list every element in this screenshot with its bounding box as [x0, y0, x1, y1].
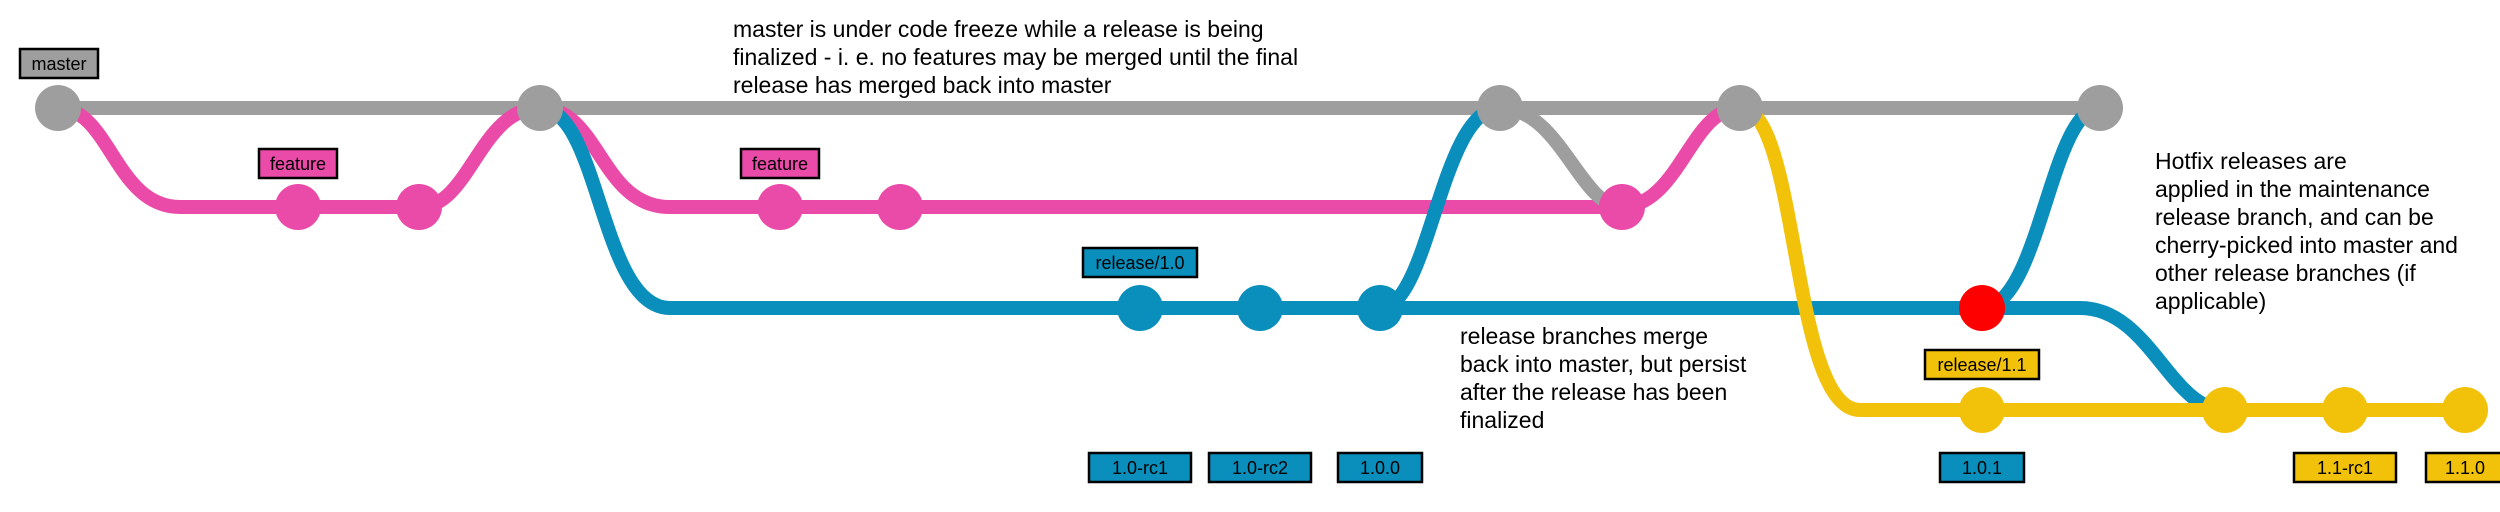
feature-branch-tag-2: feature — [739, 147, 821, 180]
master-to-feature-merge-line — [1493, 101, 1629, 214]
release11-commit-2 — [2202, 387, 2248, 433]
master-commit-3 — [1477, 85, 1523, 131]
master-branch-tag-text: master — [31, 54, 86, 74]
hotfix-note-line-3: release branch, and can be — [2155, 204, 2434, 230]
tag-labels: master feature feature release/1.0 relea… — [18, 47, 2500, 484]
version-tag-1-1-0: 1.1.0 — [2424, 451, 2500, 484]
release-1-0-branch-tag: release/1.0 — [1081, 246, 1199, 279]
release-1-1-branch-tag-text: release/1.1 — [1937, 355, 2026, 375]
version-tag-1-0-1-text: 1.0.1 — [1962, 458, 2002, 478]
version-tag-1-0-rc1-text: 1.0-rc1 — [1112, 458, 1168, 478]
feature-commit-4 — [877, 184, 923, 230]
version-tag-1-0-rc2-text: 1.0-rc2 — [1232, 458, 1288, 478]
freeze-note-line-2: finalized - i. e. no features may be mer… — [733, 44, 1298, 70]
release-1-0-branch-line — [533, 101, 2232, 417]
release-merge-note-line-4: finalized — [1460, 407, 1544, 433]
annotations: master is under code freeze while a rele… — [733, 16, 2464, 433]
freeze-note-line-3: release has merged back into master — [733, 72, 1112, 98]
feature-commit-1 — [275, 184, 321, 230]
commits — [35, 85, 2488, 433]
release11-commit-1 — [1959, 387, 2005, 433]
version-tag-1-0-0-text: 1.0.0 — [1360, 458, 1400, 478]
feature-branch-tag-1-text: feature — [270, 154, 326, 174]
version-tag-1-0-0: 1.0.0 — [1336, 451, 1424, 484]
hotfix-note-line-5: other release branches (if — [2155, 260, 2416, 286]
release-commit-rc1 — [1117, 285, 1163, 331]
feature-branch-tag-1: feature — [257, 147, 339, 180]
version-tag-1-1-rc1: 1.1-rc1 — [2292, 451, 2398, 484]
master-commit-1 — [35, 85, 81, 131]
freeze-note-line-1: master is under code freeze while a rele… — [733, 16, 1264, 42]
master-commit-4 — [1717, 85, 1763, 131]
version-tag-1-0-rc2: 1.0-rc2 — [1207, 451, 1313, 484]
version-tag-1-0-rc1: 1.0-rc1 — [1087, 451, 1193, 484]
hotfix-merge-line — [1975, 101, 2107, 315]
release-merge-note-line-1: release branches merge — [1460, 323, 1708, 349]
version-tag-1-0-1: 1.0.1 — [1938, 451, 2026, 484]
version-tag-1-1-rc1-text: 1.1-rc1 — [2317, 458, 2373, 478]
release-merge-note-line-3: after the release has been — [1460, 379, 1727, 405]
master-commit-2 — [517, 85, 563, 131]
release11-commit-1-1-0 — [2442, 387, 2488, 433]
hotfix-note-line-2: applied in the maintenance — [2155, 176, 2430, 202]
version-tag-1-1-0-text: 1.1.0 — [2445, 458, 2485, 478]
release-1-0-branch-tag-text: release/1.0 — [1095, 253, 1184, 273]
branch-lines — [51, 101, 2472, 417]
hotfix-commit-1-0-1 — [1959, 285, 2005, 331]
feature-branch-2-line — [533, 101, 1747, 214]
release11-commit-rc1 — [2322, 387, 2368, 433]
feature-commit-3 — [757, 184, 803, 230]
release-commit-1-0-0 — [1357, 285, 1403, 331]
release-1-1-branch-tag: release/1.1 — [1923, 348, 2041, 381]
hotfix-note-line-4: cherry-picked into master and — [2155, 232, 2458, 258]
freeze-note: master is under code freeze while a rele… — [733, 16, 1304, 98]
master-commit-5 — [2077, 85, 2123, 131]
hotfix-note: Hotfix releases are applied in the maint… — [2155, 148, 2464, 314]
release-1-1-branch-line — [1733, 101, 2472, 417]
feature-branch-tag-2-text: feature — [752, 154, 808, 174]
release-merge-note-line-2: back into master, but persist — [1460, 351, 1747, 377]
feature-commit-2 — [396, 184, 442, 230]
master-branch-tag: master — [18, 47, 100, 80]
hotfix-note-line-6: applicable) — [2155, 288, 2266, 314]
feature-commit-5 — [1599, 184, 1645, 230]
release-merge-note: release branches merge back into master,… — [1460, 323, 1753, 433]
release-commit-rc2 — [1237, 285, 1283, 331]
hotfix-note-line-1: Hotfix releases are — [2155, 148, 2347, 174]
